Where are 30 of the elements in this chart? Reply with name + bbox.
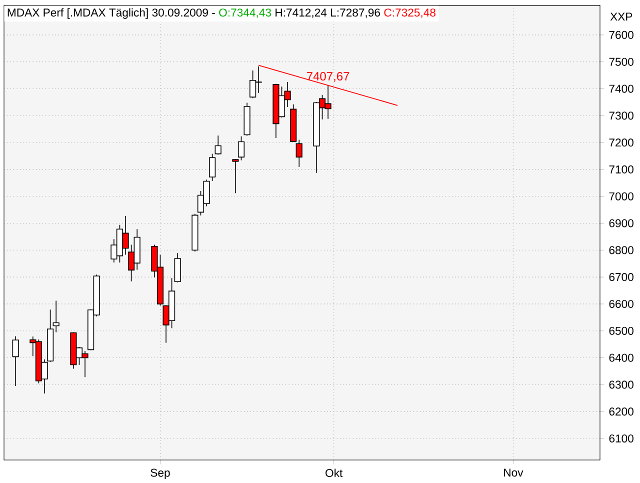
y-tick-label: 6400	[609, 354, 634, 362]
candlestick	[174, 252, 181, 283]
y-tick-label: 6800	[609, 246, 634, 254]
y-tick-label: 7200	[609, 138, 634, 146]
y-tick-label: 6100	[609, 434, 634, 442]
x-tick-label: Sep	[150, 468, 170, 479]
candlestick	[214, 134, 222, 155]
chart-title: MDAX Perf [.MDAX Täglich] 30.09.2009 -	[8, 8, 215, 19]
y-tick-label: 6200	[609, 407, 634, 416]
x-tick-label: Nov	[504, 468, 524, 476]
y-tick-label: 6300	[609, 380, 634, 388]
y-tick-label: 7400	[609, 84, 634, 93]
y-tick-label: 7300	[609, 111, 634, 120]
candlestick	[52, 300, 60, 332]
y-tick-label: 6500	[609, 326, 634, 335]
x-tick-label: Okt	[326, 468, 343, 477]
annotation: 7407,67	[306, 72, 350, 82]
y-tick-label: 7100	[609, 165, 634, 174]
annotation: O:7344,43	[219, 8, 272, 18]
y-tick-label: 7600	[609, 30, 634, 39]
annotation: H:7412,24 L:7287,96	[276, 8, 380, 18]
y-axis-title: XXP	[610, 12, 632, 20]
y-tick-label: 6600	[609, 300, 634, 308]
y-tick-label: 6900	[609, 219, 634, 228]
annotation: C:7325,48	[384, 8, 436, 18]
y-tick-label: 7000	[609, 192, 634, 200]
candlestick	[12, 336, 19, 386]
y-tick-label: 6700	[609, 272, 634, 281]
y-tick-label: 7500	[609, 58, 634, 66]
candlestick	[209, 153, 216, 182]
